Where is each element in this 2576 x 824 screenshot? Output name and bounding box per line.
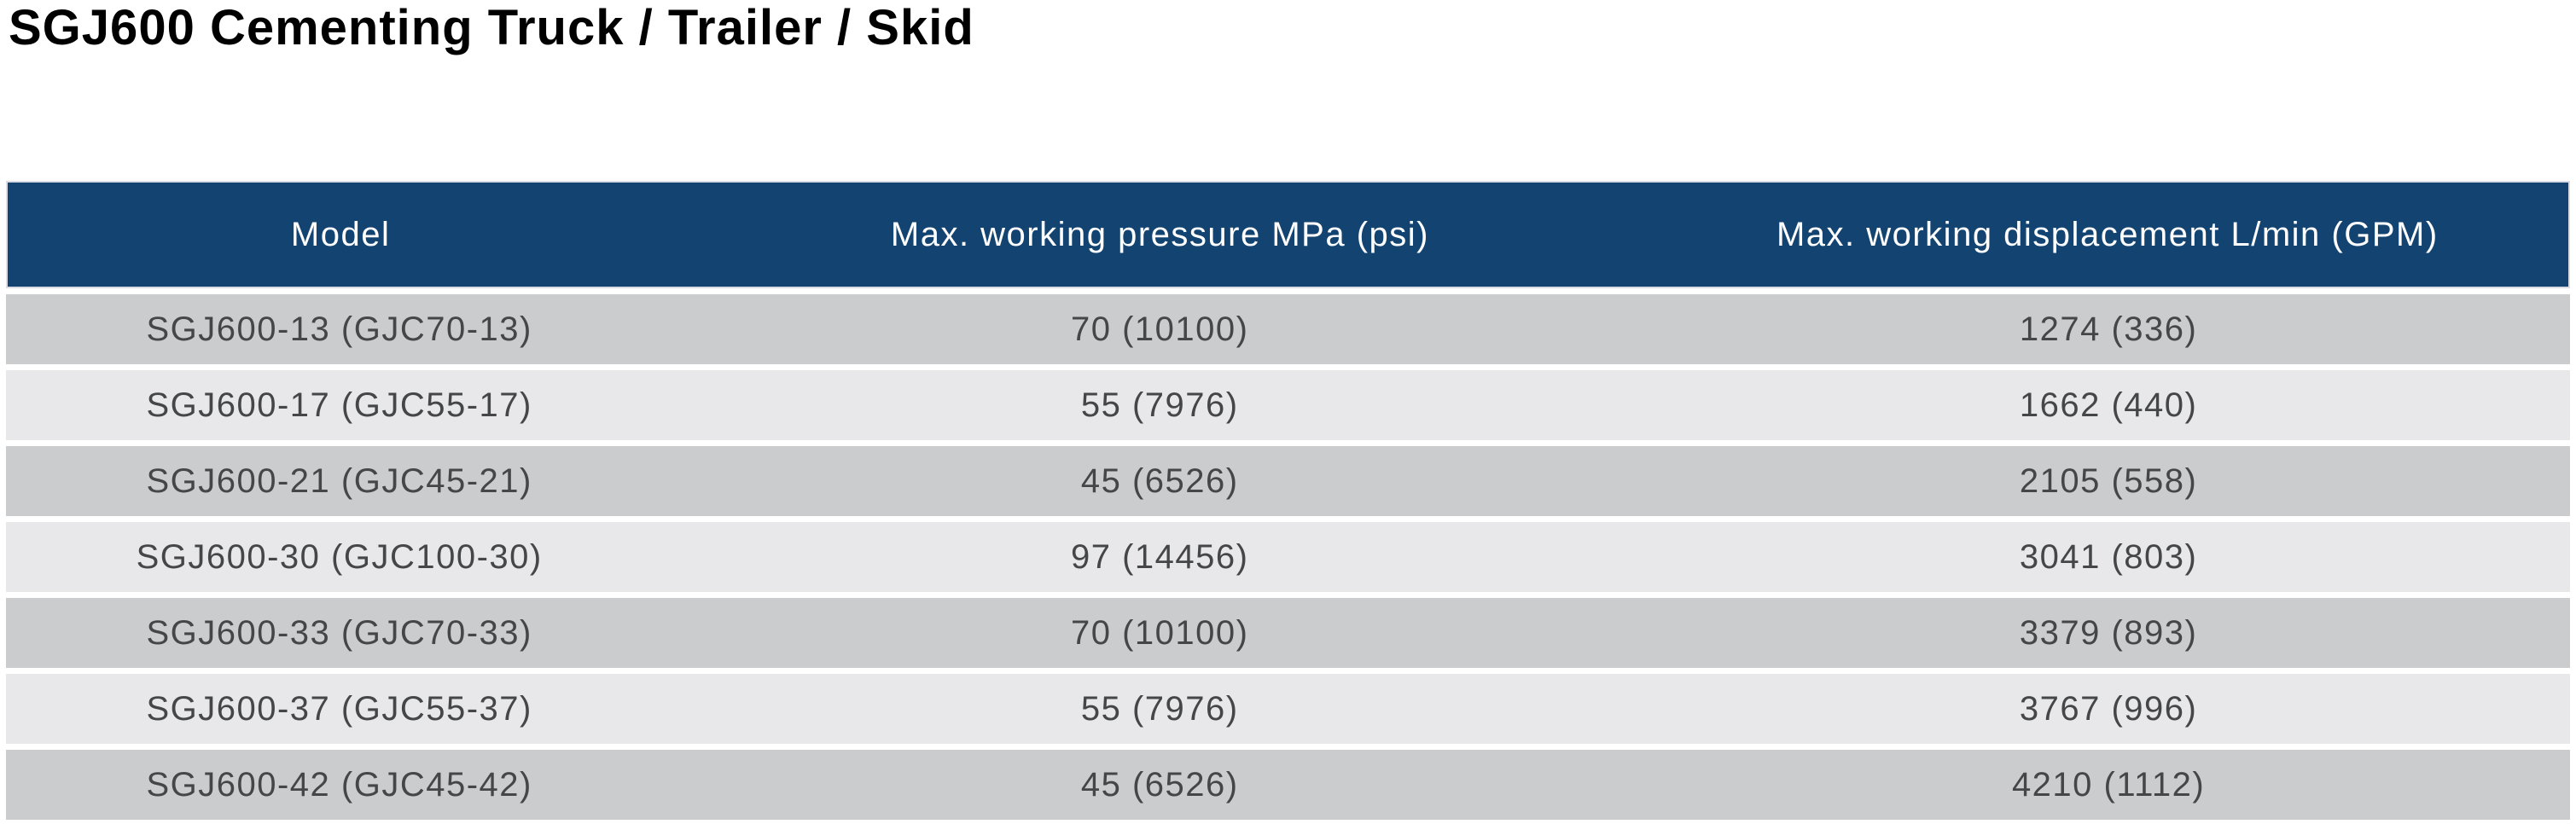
table-row: SGJ600-42 (GJC45-42) 45 (6526) 4210 (111…: [6, 750, 2570, 820]
table-row: SGJ600-37 (GJC55-37) 55 (7976) 3767 (996…: [6, 674, 2570, 744]
cell-pressure: 97 (14456): [1071, 537, 1249, 576]
table-row: SGJ600-33 (GJC70-33) 70 (10100) 3379 (89…: [6, 598, 2570, 668]
cell-model: SGJ600-13 (GJC70-13): [146, 310, 532, 348]
column-header-pressure: Max. working pressure MPa (psi): [890, 215, 1429, 253]
table-row: SGJ600-13 (GJC70-13) 70 (10100) 1274 (33…: [6, 294, 2570, 364]
table-body: SGJ600-13 (GJC70-13) 70 (10100) 1274 (33…: [6, 294, 2570, 820]
cell-pressure: 55 (7976): [1080, 689, 1239, 728]
cell-displacement: 1662 (440): [2019, 386, 2198, 424]
table-row: SGJ600-17 (GJC55-17) 55 (7976) 1662 (440…: [6, 370, 2570, 440]
cell-model: SGJ600-21 (GJC45-21): [146, 461, 532, 500]
cell-model: SGJ600-37 (GJC55-37): [146, 689, 532, 728]
cell-displacement: 4210 (1112): [2011, 765, 2206, 804]
cell-model: SGJ600-42 (GJC45-42): [146, 765, 532, 804]
page-title: SGJ600 Cementing Truck / Trailer / Skid: [9, 0, 974, 55]
cell-pressure: 55 (7976): [1080, 386, 1239, 424]
spec-table: Model Max. working pressure MPa (psi) Ma…: [6, 181, 2570, 820]
table-header-row: Model Max. working pressure MPa (psi) Ma…: [6, 181, 2570, 288]
cell-model: SGJ600-33 (GJC70-33): [146, 613, 532, 652]
table-row: SGJ600-21 (GJC45-21) 45 (6526) 2105 (558…: [6, 446, 2570, 516]
cell-pressure: 45 (6526): [1080, 461, 1239, 500]
cell-model: SGJ600-30 (GJC100-30): [136, 537, 543, 576]
table-row: SGJ600-30 (GJC100-30) 97 (14456) 3041 (8…: [6, 522, 2570, 592]
cell-displacement: 3767 (996): [2019, 689, 2198, 728]
cell-displacement: 3041 (803): [2019, 537, 2198, 576]
cell-displacement: 3379 (893): [2019, 613, 2198, 652]
column-header-displacement: Max. working displacement L/min (GPM): [1776, 215, 2439, 253]
cell-pressure: 70 (10100): [1071, 310, 1249, 348]
column-header-model: Model: [290, 215, 391, 253]
cell-displacement: 1274 (336): [2019, 310, 2198, 348]
cell-model: SGJ600-17 (GJC55-17): [146, 386, 532, 424]
cell-pressure: 45 (6526): [1080, 765, 1239, 804]
cell-displacement: 2105 (558): [2019, 461, 2198, 500]
cell-pressure: 70 (10100): [1071, 613, 1249, 652]
